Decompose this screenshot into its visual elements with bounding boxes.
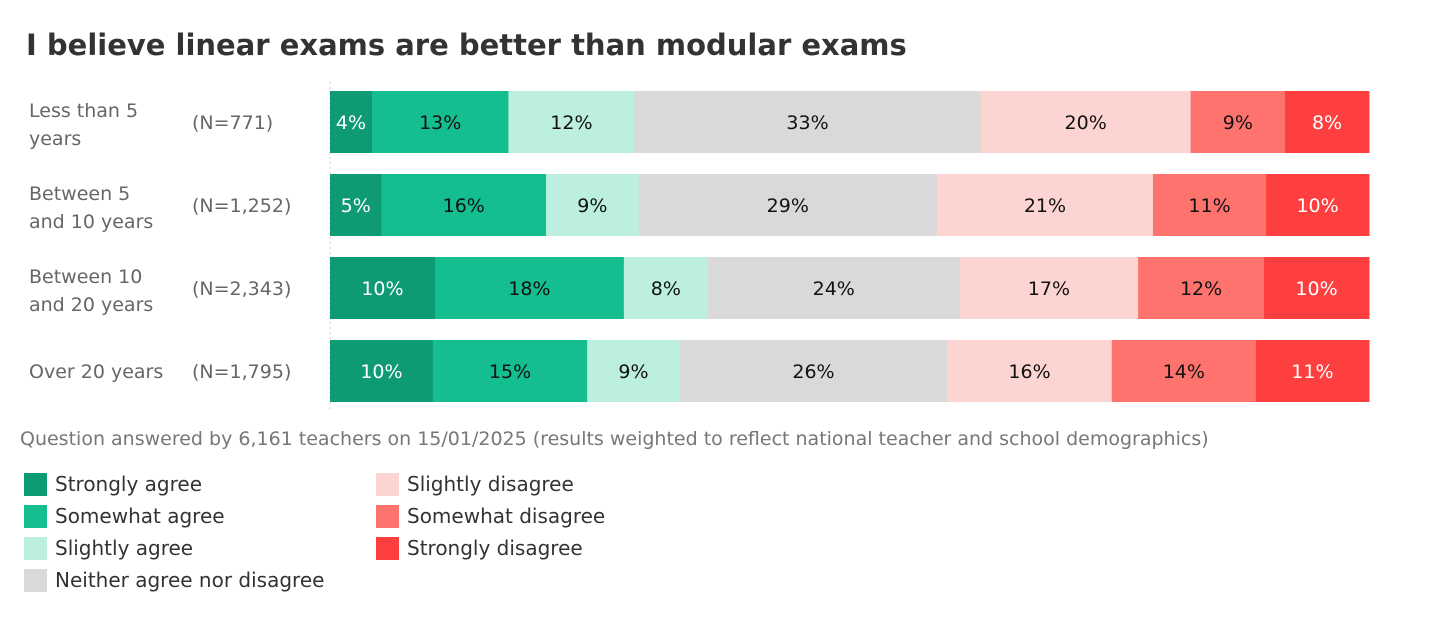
legend-swatch [24, 472, 47, 496]
data-label: 11% [1188, 195, 1230, 217]
bar-segment [980, 91, 1192, 153]
n-label: (N=1,252) [192, 195, 291, 217]
bar-segment [638, 174, 938, 236]
bar-segment [1138, 257, 1265, 319]
legend-swatch [24, 504, 47, 528]
data-label: 15% [489, 361, 531, 383]
bar-segment [1264, 257, 1370, 319]
bar-segment [381, 174, 547, 236]
bar-segment [1111, 340, 1257, 402]
data-label: 4% [336, 112, 366, 134]
legend-label: Strongly disagree [407, 536, 583, 560]
legend-item: Strongly agree [24, 470, 202, 498]
n-label: (N=771) [192, 112, 273, 134]
data-label: 14% [1163, 361, 1205, 383]
bar-segment [371, 91, 509, 153]
n-label: (N=2,343) [192, 278, 291, 300]
data-label: 16% [1008, 361, 1050, 383]
bar-segment [587, 340, 681, 402]
data-label: 18% [508, 278, 550, 300]
data-label: 10% [361, 278, 403, 300]
data-label: 12% [550, 112, 592, 134]
bar-segment [623, 257, 709, 319]
data-label: 26% [792, 361, 834, 383]
data-label: 29% [767, 195, 809, 217]
data-label: 24% [813, 278, 855, 300]
legend-swatch [376, 536, 399, 560]
legend-swatch [376, 504, 399, 528]
data-label: 10% [360, 361, 402, 383]
bar-segment [1152, 174, 1267, 236]
category-label: Between 10 and 20 years [29, 266, 153, 316]
legend-item: Neither agree nor disagree [24, 566, 324, 594]
legend-item: Strongly disagree [376, 534, 583, 562]
bar-segment [432, 340, 588, 402]
legend-label: Strongly agree [55, 472, 203, 496]
bar-segment [434, 257, 625, 319]
bar-segment [508, 91, 635, 153]
bar-segment [1190, 91, 1286, 153]
legend-item: Slightly disagree [376, 470, 574, 498]
data-label: 21% [1024, 195, 1066, 217]
category-label: Between 5 and 10 years [29, 183, 153, 233]
chart-note: Question answered by 6,161 teachers on 1… [20, 428, 1209, 450]
data-label: 8% [1312, 112, 1342, 134]
bar-segment [1266, 174, 1370, 236]
bar-segment [330, 340, 434, 402]
category-label: Over 20 years [29, 361, 163, 383]
legend-item: Somewhat agree [24, 502, 225, 530]
legend-item: Somewhat disagree [376, 502, 605, 530]
bar-segment [330, 257, 436, 319]
data-label: 16% [443, 195, 485, 217]
chart-title: I believe linear exams are better than m… [26, 28, 907, 62]
bar-segment [959, 257, 1139, 319]
data-label: 9% [618, 361, 648, 383]
bar-segment [634, 91, 982, 153]
data-label: 11% [1291, 361, 1333, 383]
legend-swatch [376, 472, 399, 496]
data-label: 20% [1065, 112, 1107, 134]
n-label: (N=1,795) [192, 361, 291, 383]
legend-label: Somewhat agree [55, 504, 225, 528]
legend-swatch [24, 536, 47, 560]
legend-label: Neither agree nor disagree [55, 568, 325, 592]
bar-segment [1285, 91, 1370, 153]
bar-segment [1255, 340, 1370, 402]
bar-segment [936, 174, 1154, 236]
data-label: 17% [1028, 278, 1070, 300]
data-label: 9% [577, 195, 607, 217]
legend-swatch [24, 568, 47, 592]
legend-label: Slightly agree [55, 536, 194, 560]
data-label: 10% [1296, 195, 1338, 217]
bar-segment [330, 91, 373, 153]
bar-segment [679, 340, 948, 402]
data-label: 9% [1223, 112, 1253, 134]
legend-label: Somewhat disagree [407, 504, 606, 528]
data-label: 8% [651, 278, 681, 300]
stacked-bar-chart: Less than 5 years (N=771) 4% 13% 12% 33% 20% 9% 8… [29, 82, 1370, 412]
data-label: 12% [1180, 278, 1222, 300]
legend-label: Slightly disagree [407, 472, 574, 496]
legend-item: Slightly agree [24, 534, 193, 562]
data-label: 33% [786, 112, 828, 134]
category-label: Less than 5 years [29, 100, 138, 150]
bar-segment [546, 174, 640, 236]
bar-segment [947, 340, 1113, 402]
bar-segment [330, 174, 382, 236]
bar-segment [707, 257, 961, 319]
legend: Strongly agree Somewhat agree Slightly agr… [24, 470, 724, 600]
data-label: 13% [419, 112, 461, 134]
data-label: 5% [341, 195, 371, 217]
data-label: 10% [1295, 278, 1337, 300]
